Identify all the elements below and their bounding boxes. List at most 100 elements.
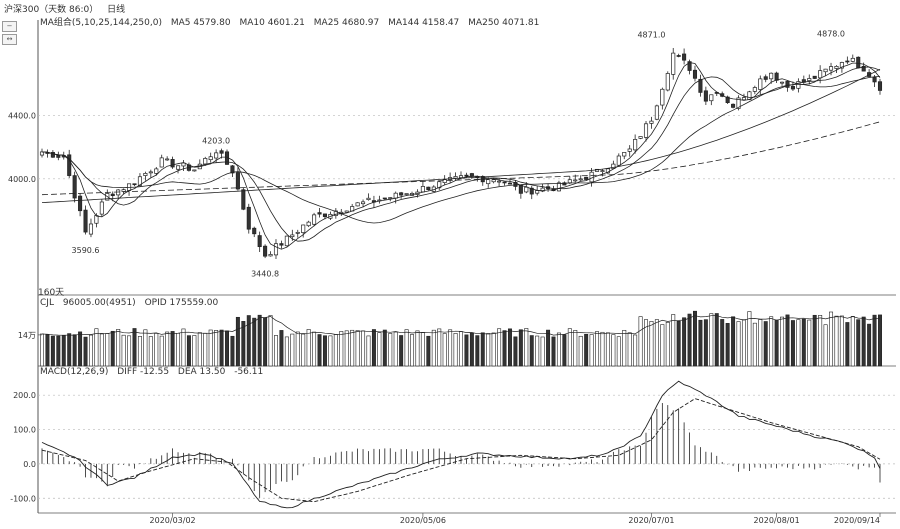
volume-bar — [420, 332, 425, 367]
candle-body — [807, 78, 812, 81]
candle-body — [687, 61, 692, 71]
volume-tick-label: 14万 — [18, 331, 36, 340]
candle-body — [769, 72, 774, 80]
candle-body — [856, 56, 861, 69]
candle-body — [818, 70, 823, 79]
volume-bar — [50, 335, 55, 367]
macd-value: -56.11 — [234, 367, 264, 377]
volume-bar — [578, 335, 583, 367]
volume-bar — [45, 334, 50, 367]
candle-body — [502, 181, 507, 184]
collapse-button[interactable]: − — [2, 21, 17, 32]
candle-body — [361, 201, 366, 205]
candle-body — [176, 165, 181, 170]
extreme-price-label: 4871.0 — [637, 31, 665, 40]
volume-bar — [382, 329, 387, 367]
ma-label: MA组合(5,10,25,144,250,0) — [40, 18, 162, 28]
volume-bar — [235, 316, 240, 367]
volume-bar — [600, 331, 605, 367]
volume-bar — [143, 329, 148, 367]
volume-bar — [186, 335, 191, 367]
candle-body — [633, 139, 638, 151]
volume-bar — [246, 315, 251, 367]
candle-body — [393, 192, 398, 199]
volume-bar — [208, 329, 213, 367]
volume-bar — [839, 315, 844, 367]
candle-body — [301, 224, 306, 233]
candle-body — [273, 243, 279, 256]
volume-bar — [181, 328, 186, 367]
candle-body — [295, 231, 300, 234]
candle-body — [279, 243, 284, 246]
volume-bar — [72, 334, 77, 367]
candle-body — [839, 62, 844, 69]
macd-tick-label: 200.0 — [13, 391, 36, 400]
volume-bar — [878, 314, 882, 367]
ma144-line — [41, 68, 881, 203]
candle-body — [143, 173, 148, 176]
volume-bar — [785, 314, 790, 367]
volume-bar — [834, 315, 839, 367]
candle-body — [50, 152, 55, 158]
opid-value: OPID 175559.00 — [144, 298, 219, 308]
dea-line — [41, 398, 881, 503]
volume-bar — [328, 335, 333, 367]
volume-bar — [121, 334, 126, 367]
volume-bar — [40, 333, 44, 367]
candle-body — [420, 186, 425, 193]
ma5-value: MA5 4579.80 — [170, 18, 231, 28]
date-tick-label: 2020/03/02 — [150, 516, 196, 525]
volume-bar — [524, 328, 529, 367]
candle-body — [872, 77, 877, 83]
candle-body — [627, 148, 632, 152]
volume-bar — [529, 335, 534, 367]
candle-body — [39, 151, 45, 156]
expand-button[interactable]: ↔ — [2, 34, 17, 45]
candle-body — [660, 88, 665, 106]
instrument-label: 沪深300（天数 86:0） — [4, 5, 99, 15]
candle-body — [698, 78, 703, 93]
volume-bar — [110, 330, 115, 367]
volume-bar — [861, 316, 866, 367]
candle-body — [649, 120, 654, 124]
volume-bar — [556, 332, 561, 367]
candle-body — [741, 97, 746, 101]
candle-body — [834, 66, 839, 69]
period-label[interactable]: 日线 — [107, 5, 126, 15]
candle-body — [208, 156, 213, 161]
candle-body — [230, 165, 235, 174]
candle-body — [263, 245, 268, 257]
volume-bar — [431, 329, 436, 367]
volume-bar — [502, 330, 507, 367]
ma25-value: MA25 4680.97 — [313, 18, 380, 28]
candle-body — [355, 202, 360, 207]
volume-bar — [611, 334, 616, 367]
volume-bar — [622, 329, 627, 367]
volume-bar — [720, 319, 725, 367]
volume-bar — [306, 329, 311, 367]
candle-body — [556, 182, 561, 192]
volume-bar — [812, 314, 817, 367]
candle-body — [709, 94, 714, 102]
volume-bar — [475, 335, 480, 367]
volume-bar — [676, 320, 681, 367]
candle-body — [181, 162, 186, 167]
extreme-price-label: 3590.6 — [72, 246, 100, 255]
volume-bar — [116, 329, 121, 367]
volume-bar — [486, 333, 491, 367]
macd-tick-label: 100.0 — [13, 426, 36, 435]
volume-bar — [437, 328, 442, 367]
volume-bar — [404, 329, 409, 367]
candle-body — [540, 187, 545, 192]
volume-bar — [301, 333, 306, 367]
volume-bar — [366, 335, 371, 367]
candle-body — [535, 190, 540, 194]
volume-bar — [279, 330, 284, 367]
volume-bar — [491, 332, 496, 367]
volume-bar — [322, 335, 327, 367]
volume-bar — [595, 331, 600, 367]
candle-body — [78, 195, 83, 212]
candle-body — [731, 103, 736, 108]
candle-body — [67, 154, 72, 176]
candle-body — [246, 206, 251, 230]
